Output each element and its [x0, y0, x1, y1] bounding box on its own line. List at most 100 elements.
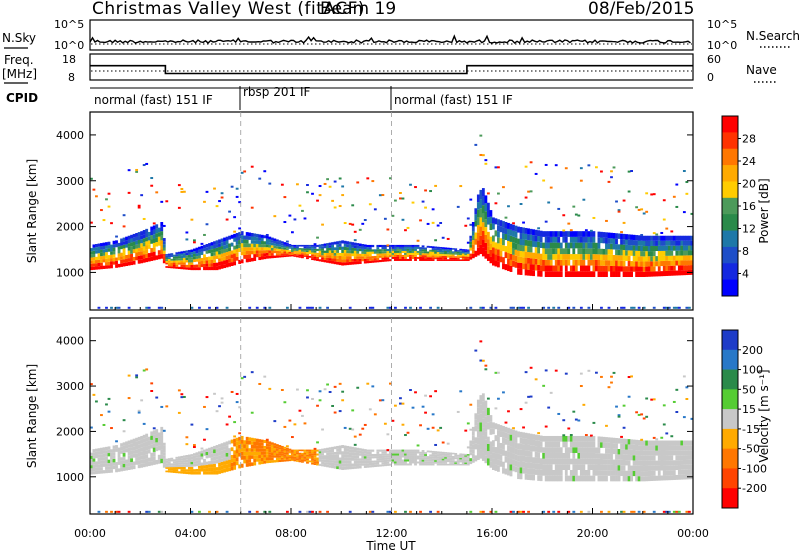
velocity-cell	[640, 455, 644, 461]
power-cell	[253, 240, 257, 244]
velocity-cell	[690, 450, 694, 456]
power-speckle	[579, 167, 583, 170]
velocity-ylabel: Slant Range [km]	[25, 364, 39, 468]
power-cell	[296, 249, 299, 252]
velocity-cell	[672, 470, 676, 476]
velocity-cell	[132, 461, 136, 466]
power-cell	[451, 256, 455, 258]
power-cell	[311, 244, 314, 247]
velocity-cell	[185, 459, 189, 463]
velocity-near-range	[263, 510, 267, 513]
velocity-speckle	[233, 421, 237, 424]
velocity-cell	[180, 458, 184, 461]
velocity-cell	[605, 470, 608, 476]
power-cell	[270, 253, 274, 256]
power-cell	[316, 252, 319, 255]
velocity-speckle	[235, 401, 239, 404]
power-speckle	[484, 162, 488, 165]
velocity-speckle	[250, 411, 254, 414]
power-cell	[283, 242, 287, 245]
velocity-cell	[368, 449, 372, 452]
power-cell	[675, 240, 679, 246]
power-cell	[316, 254, 319, 257]
velocity-cell	[298, 454, 302, 456]
power-cell	[446, 252, 450, 255]
x-tick-label: 04:00	[175, 527, 207, 540]
power-cell	[650, 245, 654, 252]
velocity-cell	[459, 459, 463, 461]
velocity-cell	[301, 456, 304, 458]
velocity-cell	[110, 466, 113, 470]
power-cell	[150, 239, 154, 244]
power-cell	[429, 246, 432, 248]
velocity-cell	[346, 463, 350, 467]
velocity-cell	[152, 451, 156, 457]
velocity-cell	[615, 438, 618, 444]
power-cell	[524, 251, 528, 258]
power-cell	[595, 259, 598, 266]
power-cell	[486, 246, 490, 254]
velocity-cell	[368, 465, 372, 468]
power-cell	[107, 261, 111, 266]
power-speckle	[627, 190, 631, 193]
power-cell	[198, 246, 201, 250]
power-cell	[409, 244, 412, 247]
power-cell	[218, 239, 221, 244]
power-cell	[632, 240, 636, 246]
power-cell	[532, 252, 536, 259]
power-cell	[582, 236, 586, 243]
power-cell	[471, 222, 475, 227]
velocity-near-range	[677, 510, 681, 513]
velocity-cell	[434, 454, 438, 457]
power-cell	[323, 245, 327, 249]
nsearch-label: N.Search	[746, 29, 800, 43]
velocity-cell	[680, 474, 684, 480]
power-colorbar-swatch	[722, 230, 738, 248]
power-cell	[421, 249, 425, 252]
velocity-cell	[582, 475, 586, 482]
velocity-cell	[504, 432, 508, 439]
power-speckle	[562, 214, 566, 217]
power-cell	[564, 265, 568, 272]
velocity-cell	[142, 442, 146, 447]
power-cell	[667, 260, 671, 266]
velocity-cell	[542, 464, 546, 470]
power-cell	[486, 239, 490, 247]
power-cell	[185, 264, 189, 268]
power-cell	[187, 254, 191, 258]
velocity-cell	[542, 458, 546, 465]
velocity-cell	[557, 435, 561, 442]
power-cell	[328, 260, 332, 264]
velocity-speckle	[122, 430, 126, 433]
power-cell	[665, 255, 669, 261]
power-cell	[615, 260, 618, 267]
velocity-cell	[685, 450, 689, 456]
velocity-cell	[481, 393, 485, 402]
power-speckle	[537, 227, 541, 230]
power-near-range	[479, 306, 483, 309]
power-speckle	[338, 205, 342, 208]
velocity-colorbar-tick-label: 15	[742, 403, 756, 416]
power-cell	[620, 260, 623, 267]
velocity-near-range	[208, 510, 211, 513]
velocity-cell	[451, 462, 455, 464]
power-cell	[625, 271, 628, 277]
velocity-cell	[446, 455, 450, 458]
power-cell	[213, 248, 216, 253]
power-cell	[193, 248, 196, 252]
velocity-cell	[363, 460, 367, 464]
velocity-cell	[233, 461, 237, 466]
velocity-cell	[554, 441, 558, 448]
velocity-cell	[439, 456, 443, 459]
power-speckle	[615, 200, 618, 203]
power-near-range	[481, 306, 485, 309]
velocity-cell	[622, 465, 626, 471]
power-speckle	[160, 200, 164, 203]
power-cell	[677, 235, 681, 241]
power-cell	[557, 265, 561, 272]
velocity-cell	[343, 451, 347, 455]
velocity-cell	[225, 460, 229, 465]
velocity-cell	[318, 451, 322, 454]
velocity-cell	[620, 449, 623, 455]
velocity-cell	[584, 435, 588, 442]
